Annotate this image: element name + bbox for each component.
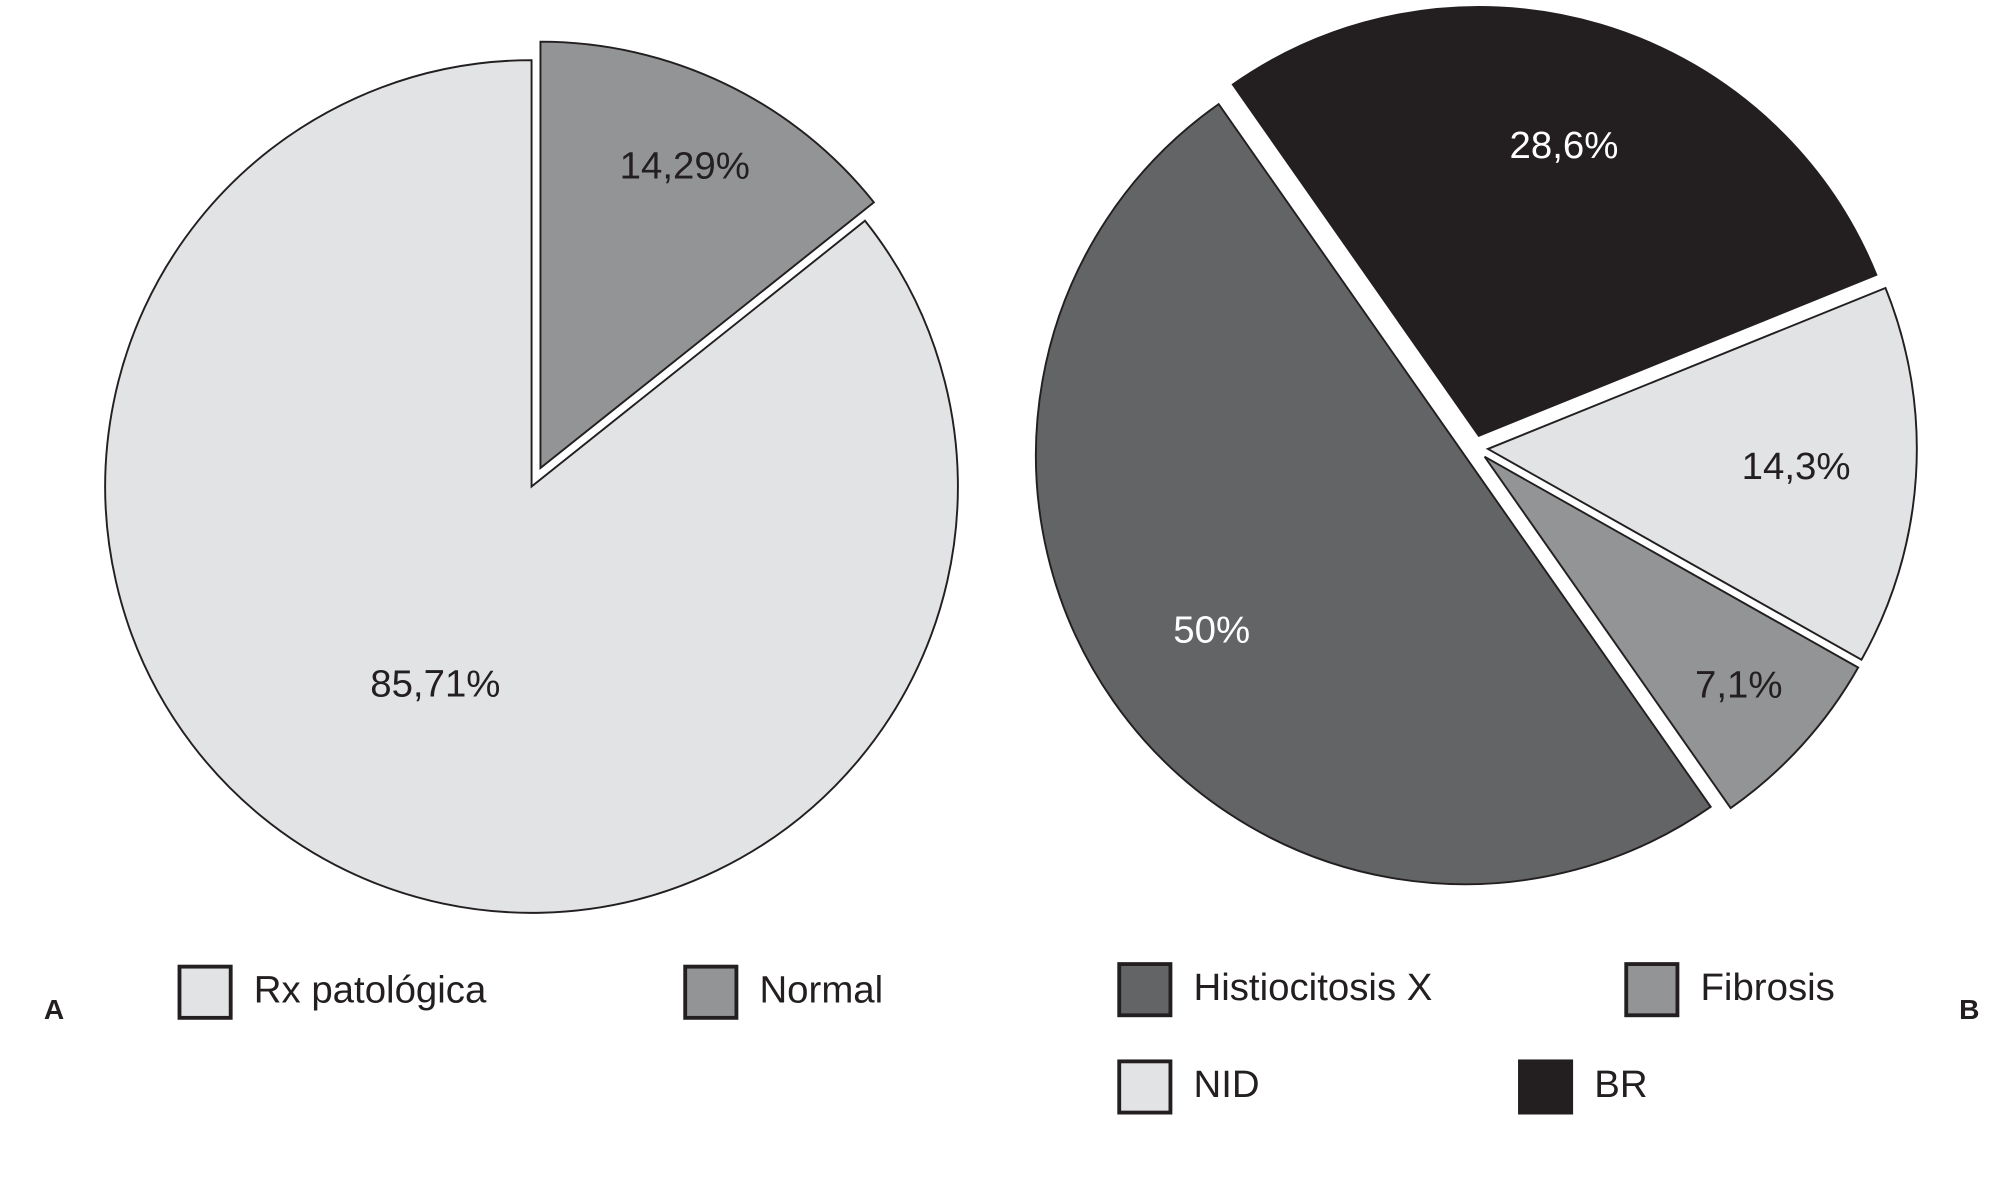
pie-slice [539, 40, 876, 471]
data-label: 14,29% [620, 145, 750, 188]
legend-swatch [1518, 1059, 1574, 1115]
legend-label: Fibrosis [1700, 966, 1834, 1009]
pie-slice [1485, 286, 1918, 662]
pie-slice [1034, 102, 1713, 886]
legend-swatch [683, 964, 739, 1020]
legend-label: Normal [759, 968, 883, 1011]
legend-swatch [1624, 962, 1680, 1018]
panel-label: B [1959, 994, 1979, 1025]
pie-slice [104, 59, 959, 914]
legend-label: BR [1594, 1063, 1647, 1106]
legend-swatch [1117, 1059, 1173, 1115]
data-label: 14,3% [1742, 445, 1851, 488]
pie-slice [1483, 455, 1860, 810]
data-label: 7,1% [1695, 663, 1783, 706]
legend-label: Rx patológica [254, 968, 487, 1011]
legend-swatch [177, 964, 233, 1020]
legend-label: Histiocitosis X [1193, 966, 1432, 1009]
data-label: 28,6% [1510, 124, 1619, 167]
legend-swatch [1117, 962, 1173, 1018]
data-label: 50% [1173, 609, 1250, 652]
data-label: 85,71% [370, 662, 500, 705]
panel-label: A [44, 994, 64, 1025]
legend-label: NID [1193, 1063, 1259, 1106]
pie-slice [1231, 5, 1878, 438]
